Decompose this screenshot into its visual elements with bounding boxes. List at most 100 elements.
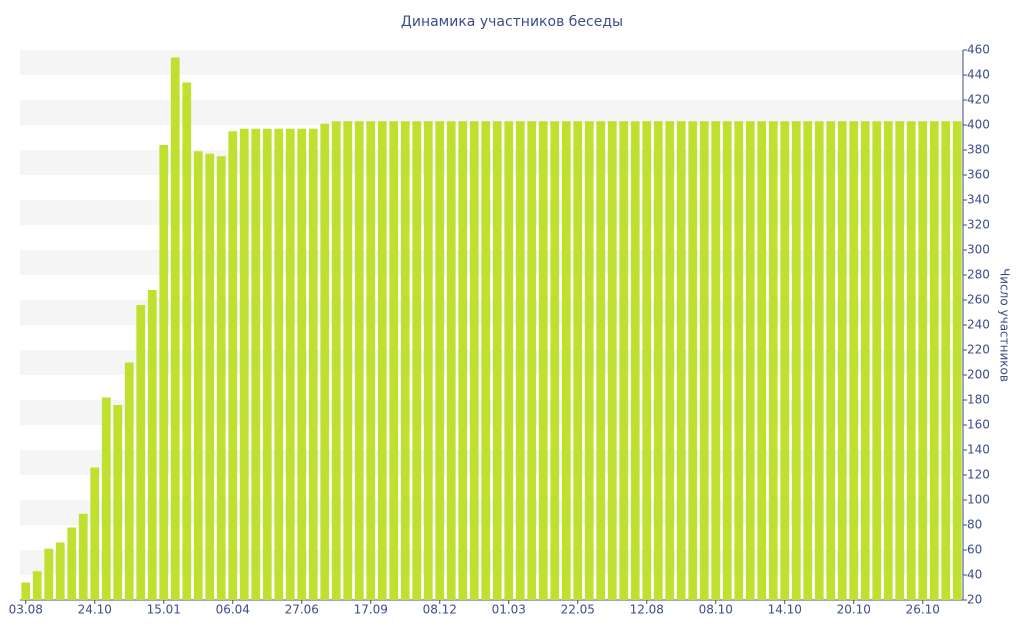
bar: [561, 121, 571, 600]
x-tick-label: 22.05: [561, 603, 595, 617]
y-tick-label: 140: [967, 443, 990, 457]
bar: [320, 123, 330, 600]
bar: [297, 128, 307, 600]
bar: [538, 121, 548, 600]
bar: [722, 121, 732, 600]
y-tick-label: 340: [967, 193, 990, 207]
bar: [814, 121, 824, 600]
bar: [435, 121, 445, 600]
bar: [515, 121, 525, 600]
bar: [308, 128, 318, 600]
bar: [446, 121, 456, 600]
y-tick-label: 80: [967, 518, 982, 532]
bar: [21, 582, 31, 600]
bar: [929, 121, 939, 600]
bar: [343, 121, 353, 600]
bar: [826, 121, 836, 600]
x-tick-label: 14.10: [768, 603, 802, 617]
bar: [228, 131, 238, 600]
bar: [193, 151, 203, 600]
bar: [159, 145, 169, 600]
y-axis-label: Число участников: [998, 268, 1012, 382]
bar: [469, 121, 479, 600]
bar: [251, 128, 261, 600]
y-tick-label: 260: [967, 293, 990, 307]
y-tick-label: 240: [967, 318, 990, 332]
x-tick-label: 06.04: [216, 603, 250, 617]
bar: [136, 305, 146, 600]
bar: [458, 121, 468, 600]
bar: [78, 513, 88, 600]
bar: [412, 121, 422, 600]
bar: [699, 121, 709, 600]
y-tick-label: 440: [967, 68, 990, 82]
bar: [780, 121, 790, 600]
bar: [124, 362, 134, 600]
bar: [768, 121, 778, 600]
y-tick-label: 400: [967, 118, 990, 132]
bar: [285, 128, 295, 600]
bar: [711, 121, 721, 600]
bar: [170, 57, 180, 600]
bar: [492, 121, 502, 600]
x-tick-label: 08.12: [423, 603, 457, 617]
x-tick-label: 15.01: [147, 603, 181, 617]
bar: [584, 121, 594, 600]
bar: [607, 121, 617, 600]
bar: [676, 121, 686, 600]
y-tick-label: 380: [967, 143, 990, 157]
y-tick-label: 360: [967, 168, 990, 182]
y-tick-label: 60: [967, 543, 982, 557]
bar: [274, 128, 284, 600]
y-tick-label: 460: [967, 43, 990, 57]
bar: [147, 290, 157, 600]
x-tick-label: 17.09: [354, 603, 388, 617]
bar: [366, 121, 376, 600]
bar: [423, 121, 433, 600]
chart-title: Динамика участников беседы: [401, 14, 623, 30]
y-tick-label: 120: [967, 468, 990, 482]
bar: [688, 121, 698, 600]
x-tick-label: 27.06: [285, 603, 319, 617]
bar: [90, 467, 100, 600]
y-tick-label: 180: [967, 393, 990, 407]
bar: [67, 527, 77, 600]
grid-band: [20, 50, 963, 75]
bar: [895, 121, 905, 600]
bar: [101, 397, 111, 600]
bar: [918, 121, 928, 600]
bar: [952, 121, 962, 600]
bar: [745, 121, 755, 600]
bar: [665, 121, 675, 600]
x-tick-label: 08.10: [699, 603, 733, 617]
bar: [630, 121, 640, 600]
bar: [55, 542, 65, 600]
bar: [872, 121, 882, 600]
bar: [757, 121, 767, 600]
bar: [239, 128, 249, 600]
bar: [377, 121, 387, 600]
bar: [791, 121, 801, 600]
bar: [883, 121, 893, 600]
bar: [860, 121, 870, 600]
bar: [837, 121, 847, 600]
bar: [205, 153, 215, 600]
bar: [400, 121, 410, 600]
bar: [182, 82, 192, 600]
bar: [642, 121, 652, 600]
bar: [113, 405, 123, 600]
bar: [331, 121, 341, 600]
bar: [906, 121, 916, 600]
bar: [550, 121, 560, 600]
bar: [354, 121, 364, 600]
x-tick-label: 12.08: [630, 603, 664, 617]
bar: [734, 121, 744, 600]
bar: [849, 121, 859, 600]
y-tick-label: 20: [967, 593, 982, 607]
y-tick-label: 300: [967, 243, 990, 257]
x-tick-label: 24.10: [78, 603, 112, 617]
y-tick-label: 320: [967, 218, 990, 232]
bar: [653, 121, 663, 600]
